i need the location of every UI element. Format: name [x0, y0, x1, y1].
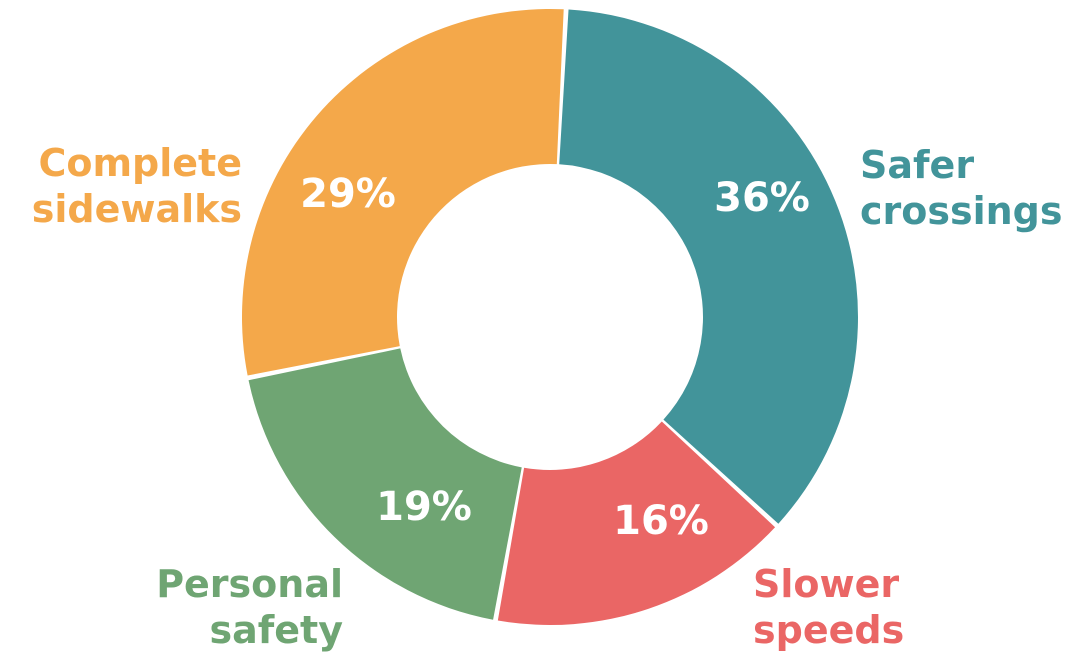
- category-label-line: crossings: [860, 189, 1063, 233]
- percent-label-slower-speeds: 16%: [613, 498, 709, 544]
- percent-label-personal-safety: 19%: [376, 484, 472, 530]
- category-label-line: Slower: [753, 562, 899, 606]
- category-label-line: sidewalks: [32, 187, 242, 231]
- percent-label-complete-sidewalks: 29%: [300, 171, 396, 217]
- category-label-personal-safety: Personal safety: [156, 562, 343, 652]
- category-label-line: Personal: [156, 562, 343, 606]
- slice-complete-sidewalks: [242, 8, 564, 376]
- category-label-line: Complete: [38, 141, 242, 185]
- percent-label-safer-crossings: 36%: [714, 175, 810, 221]
- donut-slices: [242, 8, 859, 625]
- category-label-safer-crossings: Safer crossings: [860, 143, 1063, 233]
- slice-personal-safety: [248, 348, 522, 620]
- category-label-line: speeds: [753, 608, 904, 652]
- slice-slower-speeds: [497, 421, 776, 625]
- percent-labels: 36% 16% 19% 29%: [300, 171, 810, 544]
- category-label-complete-sidewalks: Complete sidewalks: [32, 141, 242, 231]
- slice-safer-crossings: [559, 9, 859, 524]
- category-label-slower-speeds: Slower speeds: [753, 562, 904, 652]
- category-label-line: safety: [209, 608, 343, 652]
- category-labels: Safer crossings Slower speeds Personal safety…: [32, 141, 1063, 652]
- category-label-line: Safer: [860, 143, 974, 187]
